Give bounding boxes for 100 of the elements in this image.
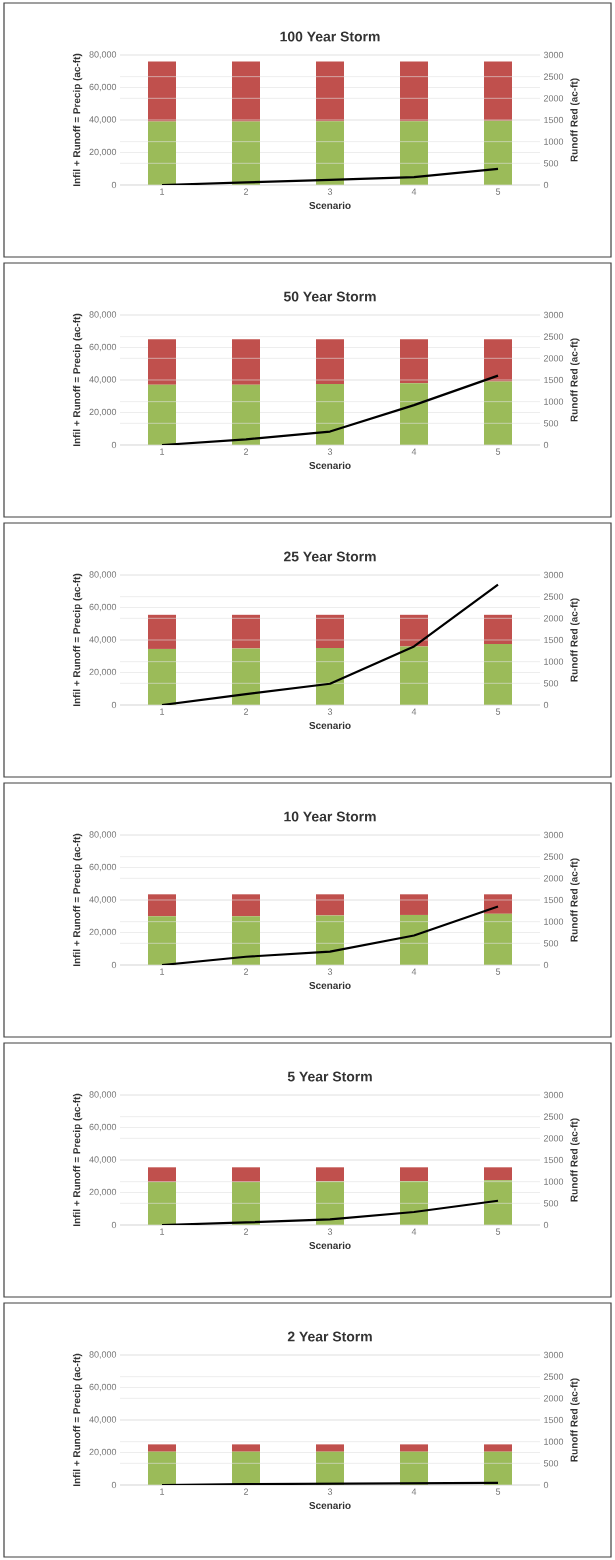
y2-tick-label: 500 <box>543 160 559 167</box>
bar <box>232 61 260 122</box>
y2-tick-label: 3000 <box>543 51 564 59</box>
y-tick-label: 80,000 <box>89 1091 117 1099</box>
bar <box>316 1167 344 1182</box>
y2-tick-label: 3000 <box>543 831 564 839</box>
y-tick-label: 40,000 <box>89 376 117 384</box>
y2-tick-label: 1000 <box>544 398 564 405</box>
y2-tick-label: 0 <box>543 701 549 709</box>
x-tick-label: 5 <box>495 188 501 195</box>
x-tick-label: 5 <box>495 448 501 455</box>
bar <box>316 384 344 445</box>
y2-tick-label: 1000 <box>544 658 564 665</box>
y-tick-label: 40,000 <box>89 636 117 644</box>
y2-tick-label: 500 <box>543 940 559 947</box>
x-tick-label: 2 <box>243 188 249 195</box>
y2-tick-label: 1000 <box>544 918 564 925</box>
bar <box>148 1167 176 1182</box>
y-tick-label: 60,000 <box>89 603 117 612</box>
x-axis-title: Scenario <box>309 461 351 470</box>
y-tick-label: 60,000 <box>89 83 117 92</box>
y2-tick-label: 0 <box>543 441 549 449</box>
bar <box>316 648 344 705</box>
bar <box>148 121 176 185</box>
x-tick-label: 3 <box>327 188 333 195</box>
bar <box>400 121 428 185</box>
bar <box>232 121 260 185</box>
y-tick-label: 0 <box>111 181 117 189</box>
x-axis-title: Scenario <box>309 721 351 730</box>
y2-axis-title: Runoff Red (ac-ft) <box>570 338 580 422</box>
y-axis-title: Infil + Runoff = Precip (ac-ft) <box>72 1093 83 1227</box>
bar <box>148 384 176 445</box>
y2-axis-title: Runoff Red (ac-ft) <box>570 858 580 942</box>
y-axis-title: Infil + Runoff = Precip (ac-ft) <box>72 313 83 447</box>
chart-title: 2 Year Storm <box>287 1331 372 1342</box>
bar <box>484 1167 512 1181</box>
y2-tick-label: 1500 <box>544 636 564 644</box>
x-tick-label: 1 <box>160 1488 165 1495</box>
line-series <box>160 167 500 185</box>
y2-tick-label: 2500 <box>543 853 564 860</box>
y2-tick-label: 1500 <box>544 116 564 124</box>
y-tick-label: 80,000 <box>89 1351 117 1359</box>
y2-tick-label: 2500 <box>543 73 564 80</box>
x-tick-label: 3 <box>327 708 333 715</box>
y2-tick-label: 1000 <box>544 1178 564 1185</box>
x-tick-label: 1 <box>160 968 165 975</box>
y2-tick-label: 2000 <box>543 95 564 102</box>
y-tick-label: 40,000 <box>89 116 117 124</box>
y2-tick-label: 2000 <box>543 615 564 622</box>
bar <box>484 644 512 705</box>
y2-tick-label: 0 <box>543 1481 549 1489</box>
bar <box>148 339 176 385</box>
y-tick-label: 40,000 <box>89 1156 117 1164</box>
chart-title: 100 Year Storm <box>280 31 380 42</box>
bar <box>484 61 512 121</box>
y-tick-label: 20,000 <box>89 148 117 157</box>
y2-tick-label: 3000 <box>543 1351 564 1359</box>
bar <box>484 381 512 445</box>
x-tick-label: 4 <box>411 968 417 975</box>
y2-tick-label: 0 <box>543 181 549 189</box>
y2-tick-label: 2500 <box>543 333 564 340</box>
y-axis-title: Infil + Runoff = Precip (ac-ft) <box>72 573 83 707</box>
x-tick-label: 1 <box>160 448 165 455</box>
y-axis-title: Infil + Runoff = Precip (ac-ft) <box>72 833 83 967</box>
chart-title: 10 Year Storm <box>284 811 376 822</box>
y-axis-title: Infil + Runoff = Precip (ac-ft) <box>72 1353 83 1487</box>
y-tick-label: 80,000 <box>89 571 117 579</box>
x-tick-label: 2 <box>243 448 249 455</box>
x-tick-label: 5 <box>495 708 501 715</box>
y2-tick-label: 500 <box>543 1200 559 1207</box>
bar <box>400 894 428 915</box>
x-tick-label: 5 <box>495 968 501 975</box>
x-tick-label: 2 <box>243 708 249 715</box>
x-tick-label: 1 <box>160 708 165 715</box>
bar <box>484 339 512 382</box>
x-axis-title: Scenario <box>309 201 351 209</box>
bar <box>484 120 512 185</box>
y2-tick-label: 1000 <box>544 138 564 145</box>
bar <box>148 614 176 649</box>
y-tick-label: 20,000 <box>89 928 117 937</box>
x-tick-label: 3 <box>327 1228 333 1235</box>
x-tick-label: 4 <box>411 448 417 455</box>
chart-title: 25 Year Storm <box>283 551 376 562</box>
y-tick-label: 20,000 <box>89 668 117 677</box>
bar <box>316 894 344 916</box>
bar <box>232 894 260 917</box>
y2-tick-label: 3000 <box>543 571 564 579</box>
y-tick-label: 80,000 <box>89 311 117 319</box>
y2-tick-label: 2500 <box>543 1113 564 1120</box>
y2-tick-label: 500 <box>543 1460 559 1467</box>
x-tick-label: 5 <box>495 1488 501 1495</box>
y-tick-label: 60,000 <box>89 343 117 352</box>
x-tick-label: 1 <box>160 188 165 195</box>
x-tick-label: 4 <box>411 188 417 195</box>
y-tick-label: 80,000 <box>89 831 117 839</box>
y2-tick-label: 3000 <box>543 311 564 319</box>
x-tick-label: 2 <box>243 968 249 975</box>
chart-title: 5 Year Storm <box>287 1071 372 1082</box>
y-tick-label: 20,000 <box>89 1448 117 1457</box>
bar <box>316 121 344 185</box>
